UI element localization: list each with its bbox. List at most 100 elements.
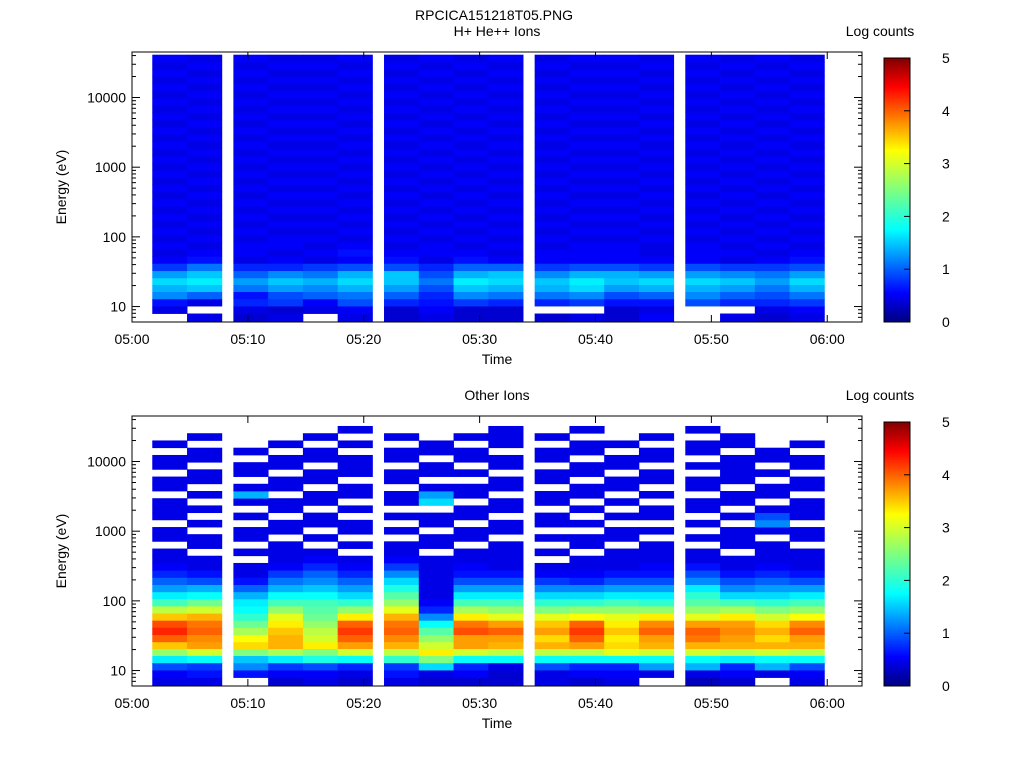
heatmap-cell	[754, 505, 790, 514]
heatmap-cell	[453, 184, 489, 193]
heatmap-cell	[604, 83, 640, 92]
heatmap-cell	[488, 584, 524, 593]
plot-frame	[131, 51, 863, 323]
heatmap-cell	[604, 54, 640, 63]
colorbar-label: Log counts	[846, 387, 915, 403]
heatmap-cell	[534, 277, 570, 286]
heatmap-cell	[604, 220, 640, 229]
heatmap-cell	[418, 605, 454, 614]
heatmap-cell	[638, 584, 675, 593]
heatmap-cell	[754, 541, 790, 549]
heatmap-cell	[418, 534, 454, 542]
heatmap-cell	[534, 241, 570, 250]
heatmap-cell	[638, 141, 675, 150]
heatmap-cell	[604, 134, 640, 142]
heatmap-cell	[604, 177, 640, 185]
heatmap-cell	[152, 256, 188, 264]
panel-h-ions: H+ He++ Ions 05:00 05:10 05:20 05:30 05:40 05:…	[53, 23, 950, 367]
heatmap-cell	[187, 677, 223, 686]
heatmap-cell	[789, 170, 825, 178]
heatmap-cell	[233, 634, 269, 643]
heatmap-cell	[638, 234, 675, 243]
heatmap-cell	[384, 498, 420, 506]
heatmap-cell	[152, 76, 188, 85]
heatmap-cell	[233, 670, 269, 678]
heatmap-cell	[638, 433, 675, 441]
heatmap-cell	[638, 220, 675, 229]
heatmap-cell	[233, 483, 269, 492]
heatmap-cell	[569, 105, 605, 113]
heatmap-cell	[337, 670, 373, 678]
heatmap-cell	[488, 605, 524, 614]
heatmap-cell	[604, 198, 640, 207]
heatmap-cell	[638, 313, 675, 322]
heatmap-cell	[569, 148, 605, 157]
heatmap-cell	[685, 177, 721, 185]
heatmap-cell	[152, 483, 188, 492]
heatmap-cell	[604, 98, 640, 106]
heatmap-cell	[384, 562, 420, 571]
heatmap-cell	[152, 648, 188, 657]
heatmap-cell	[638, 191, 675, 200]
heatmap-cell	[488, 105, 524, 113]
heatmap-cell	[534, 634, 570, 643]
heatmap-cell	[685, 263, 721, 272]
heatmap-cell	[384, 277, 420, 286]
heatmap-cell	[685, 570, 721, 578]
heatmap-cell	[337, 505, 373, 514]
heatmap-cell	[187, 469, 223, 477]
heatmap-cell	[233, 313, 269, 322]
heatmap-cell	[488, 306, 524, 314]
heatmap-cell	[534, 119, 570, 128]
heatmap-cell	[604, 476, 640, 485]
heatmap-cell	[789, 284, 825, 293]
heatmap-cell	[789, 498, 825, 506]
heatmap-cell	[152, 620, 188, 628]
heatmap-cell	[187, 291, 223, 300]
heatmap-cell	[720, 148, 756, 157]
heatmap-cell	[384, 454, 420, 463]
heatmap-cell	[337, 313, 373, 322]
heatmap-cell	[453, 191, 489, 200]
heatmap-cell	[384, 584, 420, 593]
heatmap-cell	[638, 119, 675, 128]
heatmap-cell	[233, 61, 269, 70]
heatmap-cell	[268, 662, 304, 671]
heatmap-cell	[569, 277, 605, 286]
heatmap-cell	[754, 655, 790, 664]
heatmap-cell	[152, 227, 188, 236]
heatmap-cell	[638, 148, 675, 157]
heatmap-cell	[268, 570, 304, 578]
heatmap-cell	[233, 306, 269, 314]
heatmap-cell	[337, 541, 373, 549]
heatmap-cell	[337, 655, 373, 664]
heatmap-cell	[534, 605, 570, 614]
heatmap-cell	[720, 270, 756, 279]
heatmap-cell	[187, 90, 223, 99]
heatmap-cell	[569, 98, 605, 106]
x-tick-label: 06:00	[810, 331, 845, 347]
heatmap-cell	[187, 227, 223, 236]
heatmap-cell	[418, 227, 454, 236]
heatmap-cell	[789, 634, 825, 643]
heatmap-cell	[418, 54, 454, 63]
heatmap-cell	[453, 177, 489, 185]
heatmap-cell	[302, 469, 339, 477]
heatmap-cell	[604, 662, 640, 671]
heatmap-cell	[337, 577, 373, 585]
heatmap-cell	[488, 263, 524, 272]
heatmap-cell	[604, 440, 640, 449]
heatmap-cell	[233, 155, 269, 164]
heatmap-cell	[418, 213, 454, 221]
heatmap-cell	[638, 613, 675, 621]
heatmap-cell	[453, 227, 489, 236]
heatmap-cell	[720, 213, 756, 221]
heatmap-cell	[789, 112, 825, 121]
heatmap-cell	[604, 170, 640, 178]
heatmap-cell	[384, 163, 420, 171]
heatmap-cell	[685, 198, 721, 207]
heatmap-cell	[604, 670, 640, 678]
heatmap-cells	[152, 425, 825, 686]
heatmap-cell	[268, 69, 304, 77]
heatmap-cell	[418, 263, 454, 272]
